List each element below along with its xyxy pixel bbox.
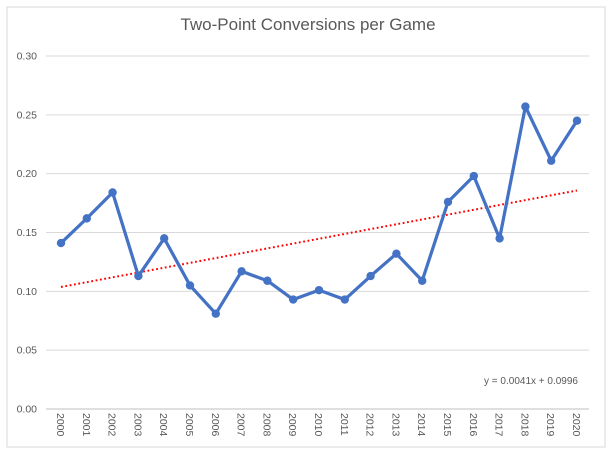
data-point-marker <box>108 188 117 197</box>
data-point-marker <box>340 295 349 304</box>
chart-border <box>6 6 606 448</box>
data-point-marker <box>185 281 195 290</box>
data-point-marker <box>572 116 582 125</box>
data-point-marker <box>547 156 556 165</box>
data-point-marker <box>418 276 427 285</box>
data-point-marker <box>314 285 324 295</box>
x-axis-tick-label: 2011 <box>338 413 350 436</box>
data-point-marker <box>237 267 246 276</box>
y-axis-tick-label: 0.30 <box>17 51 38 63</box>
data-point-marker <box>366 271 375 281</box>
x-axis-tick-label: 2015 <box>441 413 453 437</box>
x-axis-tick-label: 2016 <box>467 413 479 437</box>
y-axis-tick-label: 0.05 <box>17 345 38 357</box>
data-point-marker <box>392 249 401 258</box>
chart-title: Two-Point Conversions per Game <box>180 15 435 34</box>
x-axis-tick-label: 2017 <box>493 413 505 437</box>
data-point-marker <box>211 309 220 318</box>
x-axis-tick-label: 2002 <box>106 413 118 437</box>
data-point-marker <box>469 171 478 181</box>
x-axis-tick-label: 2012 <box>364 413 376 437</box>
x-axis-tick-label: 2009 <box>286 413 298 437</box>
y-axis-tick-label: 0.00 <box>17 404 38 416</box>
data-point-marker <box>82 214 92 223</box>
data-point-marker <box>160 234 169 243</box>
data-point-marker <box>134 271 143 281</box>
data-point-marker <box>521 102 530 111</box>
x-axis-tick-label: 2019 <box>544 413 556 437</box>
data-point-marker <box>443 197 453 207</box>
x-axis-tick-label: 2003 <box>131 413 143 437</box>
y-axis-tick-labels-group: 0.00 0.05 0.10 0.15 0.20 0.25 0.30 <box>17 51 38 416</box>
data-point-marker <box>56 238 66 248</box>
x-axis-tick-label: 2000 <box>54 413 66 437</box>
data-point-marker <box>495 234 504 243</box>
x-axis-tick-label: 2013 <box>389 413 401 437</box>
x-axis-tick-label: 2001 <box>80 413 92 437</box>
gridlines-group <box>46 55 589 410</box>
series-line <box>59 104 579 316</box>
y-axis-tick-label: 0.10 <box>17 286 38 298</box>
x-axis-tick-label: 2007 <box>235 413 247 437</box>
x-axis-tick-label: 2008 <box>260 413 272 437</box>
x-axis-tick-label: 2014 <box>415 413 427 437</box>
x-axis-tick-label: 2004 <box>157 413 169 437</box>
data-point-marker <box>289 295 298 304</box>
x-axis-tick-label: 2005 <box>183 413 195 437</box>
series-group <box>56 102 582 318</box>
y-axis-tick-label: 0.15 <box>17 227 38 239</box>
x-axis-tick-label: 2018 <box>518 413 530 437</box>
x-axis-tick-label: 2010 <box>312 413 324 437</box>
x-axis-tick-label: 2020 <box>570 413 582 437</box>
x-axis-tick-labels-group: 2000 2001 2002 2003 2004 2005 2006 2007 2008 2009… <box>54 413 582 437</box>
x-axis-tick-label: 2006 <box>209 413 221 437</box>
y-axis-tick-label: 0.20 <box>17 168 38 180</box>
data-point-marker <box>263 276 272 285</box>
y-axis-tick-label: 0.25 <box>17 109 38 121</box>
trendline-equation-label: y = 0.0041x + 0.0996 <box>484 376 578 387</box>
